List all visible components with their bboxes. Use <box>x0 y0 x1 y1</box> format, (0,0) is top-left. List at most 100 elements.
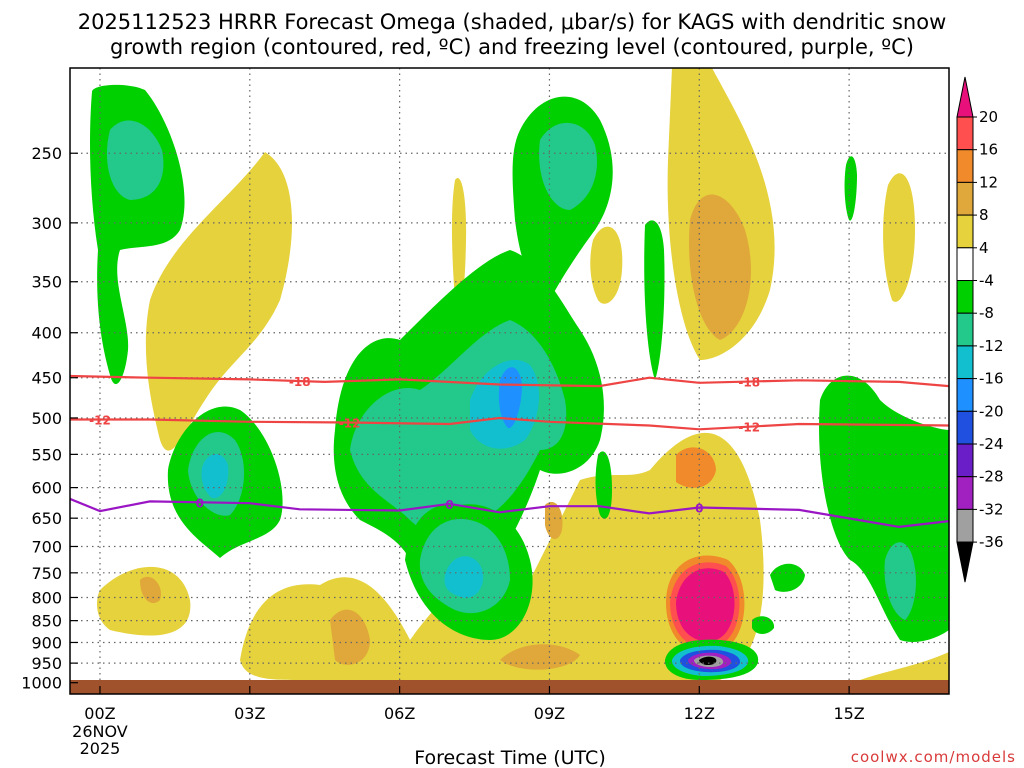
contour-0C <box>70 497 949 529</box>
colorbar-label: -8 <box>979 304 994 322</box>
contour-label: -18 <box>738 376 760 390</box>
colorbar-segment <box>956 214 974 249</box>
y-tick-label: 600 <box>31 479 62 498</box>
colorbar-label: 8 <box>979 206 989 224</box>
colorbar-label: 4 <box>979 239 989 257</box>
colorbar-segment <box>956 149 974 183</box>
y-tick-label: 850 <box>31 612 62 631</box>
subsidence-yellow-lower-left <box>97 566 191 636</box>
colorbar-segment <box>956 116 974 151</box>
subsidence-yellow-surface-east <box>860 652 949 680</box>
subsidence-orange-mid <box>676 447 716 488</box>
y-tick-label: 300 <box>31 214 62 233</box>
x-tick-date: 26NOV <box>72 722 128 741</box>
y-tick-label: 950 <box>31 654 62 673</box>
y-tick-label: 450 <box>31 369 62 388</box>
y-tick-label: 550 <box>31 445 62 464</box>
subsidence-yellow-small-center2 <box>590 226 623 304</box>
y-tick-label: 350 <box>31 273 62 292</box>
subsidence-yellow-small-center <box>451 178 467 308</box>
y-axis: 250 300 350 400 450 500 550 600 650 700 750 800 850 9… <box>21 144 78 693</box>
uplift-teal-east <box>884 542 916 620</box>
subsidence-pink-core <box>676 568 735 642</box>
uplift-teal-upper-center <box>539 122 598 210</box>
contour-label: 0 <box>196 496 204 510</box>
uplift-green-thin-column <box>644 220 665 380</box>
x-tick-label: 09Z <box>534 704 565 723</box>
contour--12C <box>70 416 949 431</box>
contour-label: -12 <box>339 417 361 431</box>
colorbar-segment <box>956 378 974 412</box>
ground-surface <box>70 680 949 694</box>
subsidence-orange-small-1 <box>545 501 563 540</box>
y-tick-label: 700 <box>31 537 62 556</box>
colorbar-label: -4 <box>979 272 994 290</box>
omega-shading <box>90 68 949 680</box>
colorbar-label: -32 <box>979 500 1004 518</box>
colorbar-label: 20 <box>979 108 998 126</box>
uplift-blue-core <box>498 367 522 429</box>
credit-text: coolwx.com/models <box>851 748 1016 766</box>
contour-label: 0 <box>445 498 453 512</box>
colorbar-label: -28 <box>979 468 1004 486</box>
x-axis-label: Forecast Time (UTC) <box>414 747 605 768</box>
colorbar-label: -20 <box>979 402 1004 420</box>
subsidence-yellow-upper-west <box>145 152 292 451</box>
contour-label: -18 <box>289 375 311 389</box>
subsidence-orange-small-2 <box>140 576 161 604</box>
y-tick-label: 800 <box>31 588 62 607</box>
colorbar-label: 12 <box>979 173 998 191</box>
y-tick-label: 900 <box>31 633 62 652</box>
y-tick-label: 250 <box>31 144 62 163</box>
colorbar-segment <box>956 345 974 380</box>
y-tick-label: 500 <box>31 409 62 428</box>
contour-label: -12 <box>89 413 111 427</box>
colorbar-segment <box>956 508 974 543</box>
x-tick-label: 12Z <box>684 704 715 723</box>
x-tick-year: 2025 <box>80 739 121 758</box>
plot-frame <box>69 67 950 695</box>
uplift-green-east-small <box>770 563 805 592</box>
x-tick-label: 06Z <box>384 704 415 723</box>
colorbar-segment <box>956 312 974 347</box>
colorbar-segment <box>956 181 974 216</box>
contour-label: -12 <box>738 421 760 435</box>
colorbar-segment <box>956 410 974 445</box>
colorbar-label: -16 <box>979 370 1004 388</box>
colorbar-label: 16 <box>979 141 998 159</box>
subsidence-yellow-east-upper <box>883 173 915 302</box>
colorbar: 20 16 12 8 4 -4 -8 -12 -16 -20 -24 -28 -32 -36 <box>956 76 1004 583</box>
x-tick-label: 03Z <box>234 704 265 723</box>
chart-title-line1: 2025112523 HRRR Forecast Omega (shaded, … <box>78 10 947 34</box>
contours: -18 -18 -12 -12 -12 0 0 0 <box>70 374 949 529</box>
uplift-green-east <box>819 375 949 642</box>
subsidence-orange-upper <box>689 194 751 340</box>
colorbar-label: -12 <box>979 337 1004 355</box>
colorbar-top-triangle <box>956 76 974 118</box>
colorbar-segment <box>956 280 974 314</box>
colorbar-segment <box>956 476 974 510</box>
uplift-cyan-low-center <box>444 556 484 598</box>
y-tick-label: 400 <box>31 324 62 343</box>
y-tick-label: 650 <box>31 509 62 528</box>
subsidence-orange-low-left <box>330 609 370 665</box>
colorbar-bottom-triangle <box>956 541 974 583</box>
uplift-teal-nw <box>106 120 164 200</box>
x-tick-label: 15Z <box>833 704 864 723</box>
subsidence-yellow-low-band <box>240 432 764 680</box>
contour-label: 0 <box>695 501 703 515</box>
colorbar-segment <box>956 443 974 478</box>
y-tick-label: 750 <box>31 564 62 583</box>
colorbar-label: -36 <box>979 533 1004 551</box>
uplift-green-east-top <box>844 156 857 221</box>
uplift-green-thin-column-2 <box>595 451 612 519</box>
chart-title-line2: growth region (contoured, red, ºC) and f… <box>110 35 914 59</box>
colorbar-segment <box>956 247 974 282</box>
contour--18C <box>70 374 949 388</box>
plot-area: -18 -18 -12 -12 -12 0 0 0 <box>70 68 949 694</box>
y-tick-label: 1000 <box>21 674 62 693</box>
x-tick-label: 00Z <box>84 704 115 723</box>
colorbar-label: -24 <box>979 435 1004 453</box>
